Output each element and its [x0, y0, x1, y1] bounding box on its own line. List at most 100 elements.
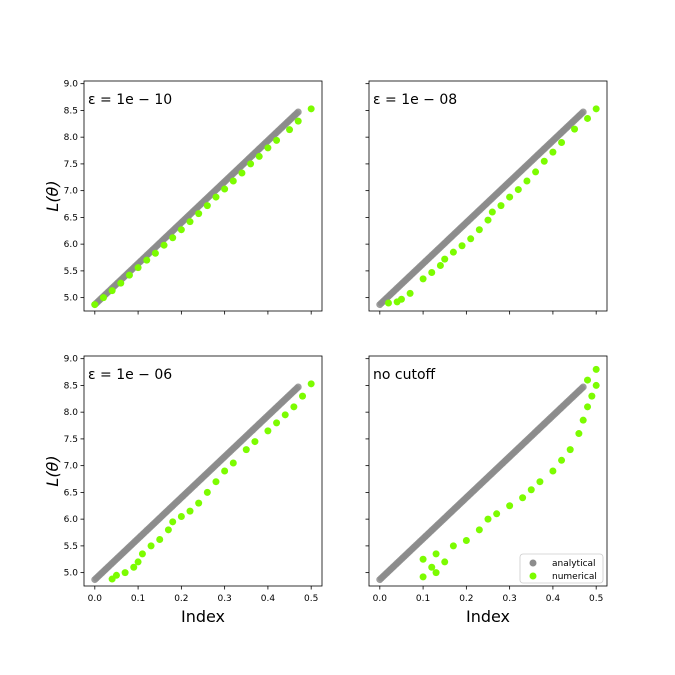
panel-3-numerical-point: [307, 380, 315, 388]
panel-3-frame: [83, 355, 323, 587]
y-axis-label-top: L(θ): [43, 180, 62, 211]
x-axis-label-left: Index: [181, 607, 225, 626]
panel-1-numerical-point: [151, 249, 159, 257]
panel-4-numerical-point: [592, 365, 600, 373]
panel-3-numerical-point: [212, 478, 220, 486]
panel-4-numerical-point: [419, 555, 427, 563]
panel-3-numerical-point: [164, 526, 172, 534]
panel-3-numerical-point: [290, 403, 298, 411]
panel-4-numerical-point: [432, 569, 440, 577]
panel-4-numerical-point: [566, 446, 574, 454]
panel-2-numerical-point: [592, 105, 600, 113]
panel-4-numerical-point: [549, 467, 557, 475]
panel-2-numerical-point: [436, 262, 444, 270]
panel-2-numerical-point: [540, 157, 548, 165]
panel-4-numerical-point: [579, 416, 587, 424]
panel-2-annotation: ε = 1e − 08: [373, 92, 457, 108]
y-axis-label-bottom: L(θ): [43, 455, 62, 486]
panel-3-numerical-point: [264, 427, 272, 435]
panel-3-numerical-point: [203, 488, 211, 496]
panel-3-y-tick-label: 7.5: [64, 435, 78, 445]
panel-1-numerical-point: [195, 210, 203, 218]
panel-3-x-tick-label: 0.1: [131, 594, 145, 604]
panel-3-y-tick-label: 5.5: [64, 542, 78, 552]
panel-2-numerical-point: [549, 148, 557, 156]
panel-4-analytical-point: [579, 383, 587, 391]
panel-1-numerical-point: [294, 117, 302, 125]
panel-3-numerical-point: [156, 535, 164, 543]
legend-analytical-marker: [529, 559, 537, 567]
panel-2-numerical-point: [458, 242, 466, 250]
panel-1-numerical-point: [247, 160, 255, 168]
panel-3-y-tick-label: 9.0: [64, 355, 79, 365]
panel-4-numerical-point: [527, 486, 535, 494]
panel-1-y-tick-label: 6.5: [64, 213, 78, 223]
panel-3-numerical-point: [147, 542, 155, 550]
panel-3-y-tick-label: 8.5: [64, 381, 78, 391]
panel-1-numerical-point: [117, 279, 125, 287]
panel-2-numerical-point: [488, 208, 496, 216]
panel-2-numerical-point: [419, 275, 427, 283]
panel-4-numerical-point: [506, 502, 514, 510]
panel-4-numerical-point: [519, 494, 527, 502]
panel-1-y-tick-label: 7.5: [64, 160, 78, 170]
panel-4-x-tick-label: 0.1: [416, 594, 430, 604]
panel-1-numerical-point: [255, 152, 263, 160]
panel-4-numerical-point: [575, 430, 583, 438]
panel-1-numerical-point: [264, 144, 272, 152]
panel-2-frame: [368, 80, 608, 312]
panel-4-x-tick-label: 0.2: [459, 594, 473, 604]
panel-2-numerical-point: [467, 235, 475, 243]
panel-1-numerical-point: [212, 193, 220, 201]
panel-1-numerical-point: [160, 241, 168, 249]
panel-3-numerical-point: [281, 411, 289, 419]
panel-3-numerical-point: [130, 563, 138, 571]
panel-4-frame: [368, 355, 608, 587]
panel-4-numerical-point: [462, 537, 470, 545]
panel-4-numerical-point: [584, 376, 592, 384]
panel-1-numerical-point: [99, 294, 107, 302]
panel-3-numerical-point: [251, 438, 259, 446]
panel-4-numerical-point: [428, 563, 436, 571]
panel-2-numerical-point: [475, 226, 483, 234]
panel-2-numerical-point: [397, 295, 405, 303]
panel-1-numerical-point: [286, 126, 294, 134]
panel-3-numerical-point: [112, 571, 120, 579]
panel-2-numerical-point: [384, 299, 392, 307]
legend-numerical-label: numerical: [552, 572, 597, 582]
panel-4-numerical-point: [493, 510, 501, 518]
panel-2-numerical-point: [523, 177, 531, 185]
panel-4-numerical-point: [449, 542, 457, 550]
panel-2-numerical-point: [441, 255, 449, 263]
panel-3-numerical-point: [169, 518, 177, 526]
panel-1-numerical-point: [169, 234, 177, 242]
panel-4-annotation: no cutoff: [373, 367, 436, 383]
panel-3-numerical-point: [121, 569, 129, 577]
legend-analytical-label: analytical: [552, 559, 596, 569]
panel-1-numerical-point: [273, 136, 281, 144]
panel-2-numerical-point: [532, 168, 540, 176]
panel-4-x-tick-label: 0.3: [502, 594, 516, 604]
panel-4-numerical-point: [584, 403, 592, 411]
panel-4-numerical-point: [432, 550, 440, 558]
panel-3-y-tick-label: 6.5: [64, 488, 78, 498]
panel-1-y-tick-label: 5.5: [64, 267, 78, 277]
panel-4-numerical-point: [441, 558, 449, 566]
panel-4-numerical-point: [558, 456, 566, 464]
panel-1-numerical-point: [177, 226, 185, 234]
panel-2-numerical-point: [571, 125, 579, 133]
panel-1-numerical-point: [186, 218, 194, 226]
panel-3-x-tick-label: 0.5: [304, 594, 318, 604]
panel-1-y-tick-label: 8.5: [64, 106, 78, 116]
x-axis-label-right: Index: [466, 607, 510, 626]
panel-1-numerical-point: [134, 264, 142, 272]
panel-1-analytical-point: [294, 108, 302, 116]
panel-3-numerical-point: [273, 419, 281, 427]
panel-4-x-tick-label: 0.0: [373, 594, 388, 604]
panel-1-annotation: ε = 1e − 10: [88, 92, 172, 108]
panel-1-y-tick-label: 7.0: [64, 187, 79, 197]
panel-2-numerical-point: [558, 139, 566, 147]
panel-3-numerical-point: [138, 550, 146, 558]
panel-2-numerical-point: [449, 248, 457, 256]
panel-2-numerical-point: [406, 289, 414, 297]
